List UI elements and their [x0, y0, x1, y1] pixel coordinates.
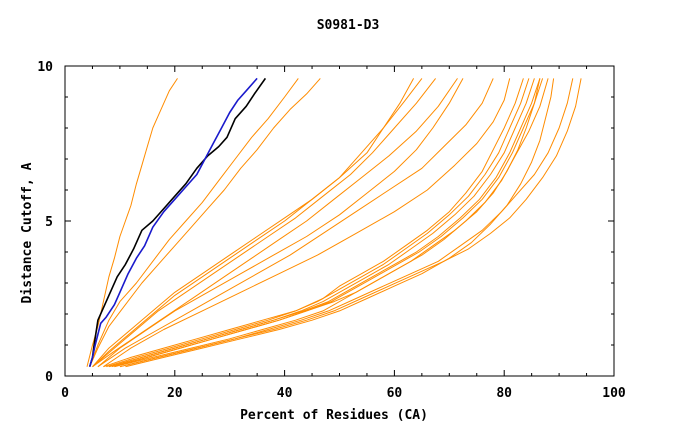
x-tick-label: 80 — [496, 386, 512, 401]
series-line-model-black — [88, 77, 267, 367]
series-line-model-5 — [92, 78, 423, 368]
series-line-model-18 — [119, 78, 574, 368]
series-line-model-11 — [103, 78, 524, 368]
series-line-model-3 — [89, 78, 321, 367]
series-line-model-2 — [89, 78, 299, 367]
x-tick-label: 100 — [602, 386, 626, 401]
y-tick-label: 5 — [45, 215, 53, 230]
series-line-model-12 — [106, 78, 530, 368]
series-line-model-14 — [108, 78, 541, 368]
series-line-model-17 — [114, 78, 541, 368]
series-line-model-blue — [88, 77, 258, 367]
y-tick-label: 10 — [37, 60, 53, 75]
x-tick-label: 40 — [277, 386, 293, 401]
series-line-model-9 — [97, 78, 494, 368]
axis-ticks — [64, 65, 615, 377]
series-line-model-6 — [92, 78, 436, 368]
y-axis-label: Distance Cutoff, A — [20, 162, 35, 303]
series-line-model-8 — [97, 78, 464, 368]
x-tick-label: 60 — [387, 386, 403, 401]
chart-title: S0981-D3 — [317, 18, 380, 33]
series-line-model-20 — [125, 78, 555, 368]
series-line-model-19 — [119, 78, 582, 368]
series-line-model-13 — [108, 78, 535, 368]
series-line-model-1 — [86, 78, 178, 367]
series-line-model-16 — [114, 78, 549, 368]
x-axis-label: Percent of Residues (CA) — [240, 408, 428, 423]
series-line-model-10 — [103, 78, 511, 368]
x-tick-label: 0 — [61, 386, 69, 401]
series-line-model-4 — [92, 78, 415, 368]
series-lines — [86, 77, 582, 368]
tick-labels: 0 20 40 60 80 100 0 5 10 — [37, 60, 626, 401]
x-tick-label: 20 — [167, 386, 183, 401]
y-tick-label: 0 — [45, 370, 53, 385]
series-line-model-7 — [92, 78, 458, 368]
